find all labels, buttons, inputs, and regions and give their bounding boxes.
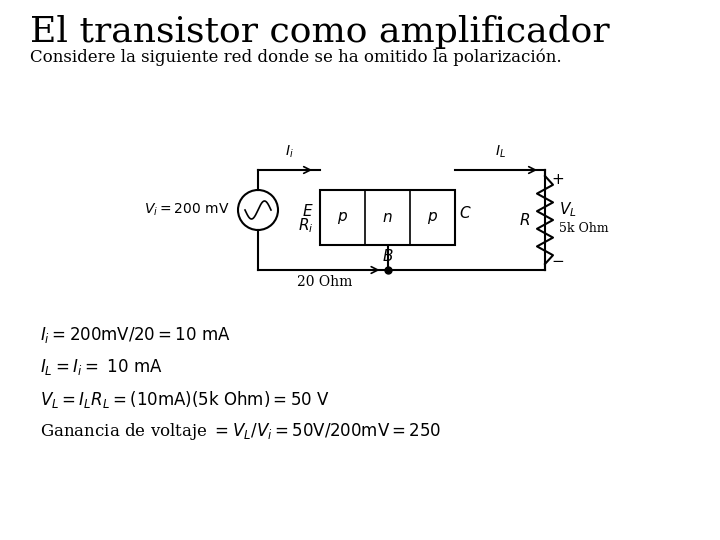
Text: $V_L = I_L R_L = (10\mathrm{mA})(5\mathrm{k\ Ohm}) = 50\ \mathrm{V}$: $V_L = I_L R_L = (10\mathrm{mA})(5\mathr… (40, 388, 330, 409)
Text: $C$: $C$ (459, 205, 472, 220)
Text: $I_i = 200\mathrm{mV}/20 = 10\ \mathrm{mA}$: $I_i = 200\mathrm{mV}/20 = 10\ \mathrm{m… (40, 325, 231, 345)
Text: $I_L = I_i =\ 10\ \mathrm{mA}$: $I_L = I_i =\ 10\ \mathrm{mA}$ (40, 357, 163, 377)
Text: $E$: $E$ (302, 202, 314, 219)
Text: 20 Ohm: 20 Ohm (297, 275, 352, 289)
Text: $V_L$: $V_L$ (559, 201, 577, 219)
Text: $R$: $R$ (519, 212, 530, 228)
Text: $I_i$: $I_i$ (284, 144, 293, 160)
Text: Ganancia de voltaje $= V_L/V_i = 50\mathrm{V}/200\mathrm{mV} = 250$: Ganancia de voltaje $= V_L/V_i = 50\math… (40, 421, 441, 442)
Text: $I_L$: $I_L$ (495, 144, 505, 160)
Text: $n$: $n$ (382, 211, 393, 225)
Text: $V_i = 200\ \mathrm{mV}$: $V_i = 200\ \mathrm{mV}$ (145, 202, 230, 218)
Text: El transistor como amplificador: El transistor como amplificador (30, 15, 610, 49)
Text: $+$: $+$ (551, 173, 564, 187)
Text: $-$: $-$ (551, 253, 564, 267)
Text: $p$: $p$ (337, 210, 348, 226)
Text: Considere la siguiente red donde se ha omitido la polarización.: Considere la siguiente red donde se ha o… (30, 48, 562, 65)
Bar (320, 190, 455, 245)
Text: $p$: $p$ (427, 210, 438, 226)
Text: $R_i$: $R_i$ (299, 216, 314, 235)
Text: $B$: $B$ (382, 248, 393, 264)
Text: 5k Ohm: 5k Ohm (559, 221, 608, 234)
